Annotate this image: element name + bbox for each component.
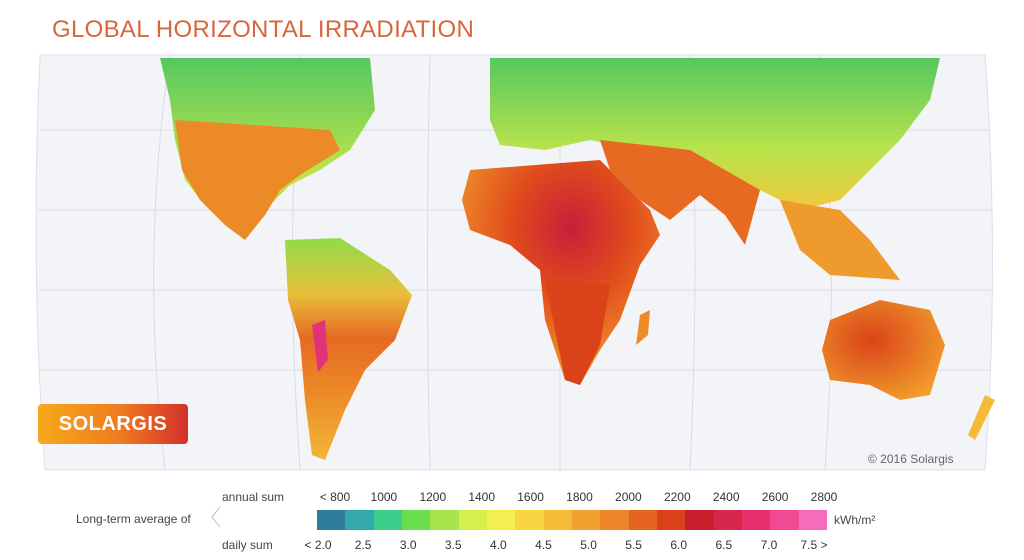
scale-tick: 1400	[468, 490, 496, 504]
scale-swatch	[458, 510, 487, 530]
scale-swatch	[571, 510, 601, 530]
scale-swatch	[628, 510, 657, 530]
scale-swatch	[317, 510, 346, 530]
scale-swatch	[770, 510, 799, 530]
usa-mexico	[175, 120, 340, 240]
scale-tick: 7.5 >	[800, 538, 828, 552]
unit-label: kWh/m²	[834, 513, 876, 527]
legend-caption: Long-term average of	[76, 512, 191, 526]
scale-swatch	[486, 510, 516, 530]
scale-tick: 2800	[810, 490, 838, 504]
scale-tick: 3.0	[399, 538, 417, 552]
scale-swatch	[401, 510, 431, 530]
scale-swatch	[656, 510, 686, 530]
scale-tick: 1000	[370, 490, 398, 504]
scale-tick: 6.5	[715, 538, 733, 552]
annual-sum-label: annual sum	[222, 490, 285, 504]
scale-swatch	[685, 510, 714, 530]
middle-east-india	[600, 140, 760, 245]
brace-icon	[211, 506, 221, 528]
scale-tick: 5.5	[625, 538, 642, 552]
madagascar	[636, 310, 650, 345]
scale-tick: < 800	[319, 490, 351, 504]
scale-tick: 2.5	[354, 538, 372, 552]
scale-tick: 5.0	[580, 538, 597, 552]
scale-tick: 4.0	[490, 538, 507, 552]
scale-swatch	[345, 510, 374, 530]
scale-tick: 1800	[566, 490, 593, 504]
scale-tick: 2200	[663, 490, 691, 504]
scale-swatch	[515, 510, 544, 530]
scale-tick: 7.0	[760, 538, 778, 552]
map-title: GLOBAL HORIZONTAL IRRADIATION	[52, 16, 475, 43]
scale-tick: 2600	[761, 490, 789, 504]
africa	[462, 160, 660, 385]
color-scale-bar	[317, 510, 827, 530]
world-irradiation-map	[35, 54, 995, 471]
scale-tick: 6.0	[670, 538, 688, 552]
southern-africa	[545, 280, 610, 385]
scale-tick: 4.5	[535, 538, 552, 552]
australia	[822, 300, 945, 400]
scale-tick: < 2.0	[304, 538, 332, 552]
scale-tick: 1600	[517, 490, 544, 504]
scale-swatch	[373, 510, 402, 530]
scale-swatch	[600, 510, 629, 530]
scale-swatch	[798, 510, 827, 530]
solargis-logo: SOLARGIS	[38, 404, 188, 444]
south-america	[285, 238, 412, 460]
andes-highlight	[312, 320, 328, 372]
europe-asia	[490, 58, 940, 210]
new-zealand	[968, 395, 995, 440]
copyright: © 2016 Solargis	[868, 452, 954, 466]
scale-tick: 2000	[615, 490, 642, 504]
scale-swatch	[430, 510, 459, 530]
scale-swatch	[741, 510, 771, 530]
scale-swatch	[543, 510, 572, 530]
daily-sum-label: daily sum	[222, 538, 273, 552]
scale-tick: 3.5	[444, 538, 462, 552]
scale-swatch	[713, 510, 742, 530]
scale-tick: 2400	[712, 490, 740, 504]
southeast-asia	[780, 200, 900, 280]
scale-tick: 1200	[419, 490, 447, 504]
